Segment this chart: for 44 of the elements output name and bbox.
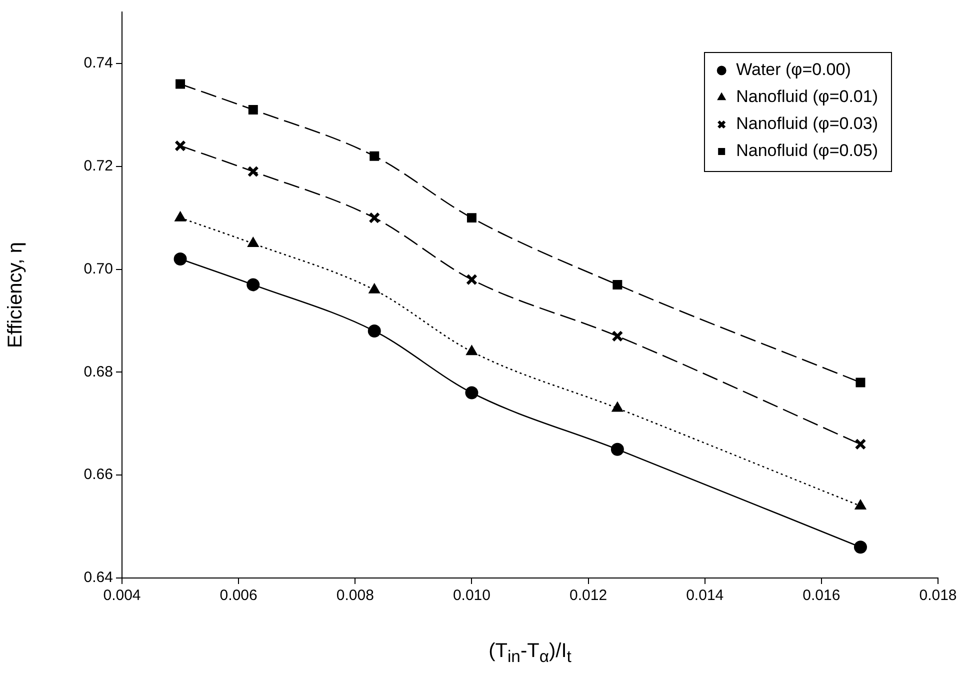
point: [854, 540, 867, 554]
legend-label: Nanofluid (φ=0.03): [736, 114, 878, 134]
legend-label: Nanofluid (φ=0.01): [736, 87, 878, 106]
x-tick-label: 0.004: [103, 587, 141, 604]
point: [466, 213, 476, 223]
point: [612, 330, 624, 342]
point: [174, 252, 187, 266]
point: [370, 151, 380, 161]
point: [368, 283, 380, 294]
point: [466, 274, 478, 286]
point: [854, 499, 866, 510]
x-axis-title: (T$_{in}$-T$_{α}$)/I$_{t}$: [488, 640, 572, 667]
x-tick-label: 0.012: [570, 587, 608, 604]
legend-label: Water (φ=0.00): [736, 60, 851, 80]
point: [466, 345, 478, 356]
point: [465, 386, 478, 400]
x-tick-label: 0.018: [919, 587, 957, 604]
y-axis-title: Efficiency, η: [4, 242, 27, 348]
legend-label: Nanofluid (φ=0.05): [736, 141, 878, 160]
y-tick-label: 0.66: [84, 466, 113, 484]
point: [247, 237, 259, 248]
point: [612, 280, 622, 290]
point: [174, 140, 186, 152]
point: [368, 212, 380, 224]
y-tick-label: 0.74: [84, 54, 113, 72]
x-tick-label: 0.006: [220, 587, 258, 604]
x-tick-label: 0.010: [452, 587, 490, 604]
x-tick-label: 0.008: [336, 587, 374, 604]
x-tick-label: 0.014: [686, 587, 724, 604]
point: [248, 105, 258, 115]
point: [610, 442, 624, 456]
point: [246, 278, 260, 292]
y-tick-label: 0.72: [84, 158, 113, 175]
y-tick-label: 0.70: [84, 260, 113, 278]
point: [856, 378, 866, 388]
point: [612, 402, 624, 412]
y-tick-label: 0.64: [84, 569, 113, 586]
y-tick-label: 0.68: [84, 363, 113, 380]
x-tick-label: 0.016: [802, 587, 840, 604]
point: [368, 324, 381, 338]
point: [247, 166, 259, 178]
point: [854, 438, 866, 450]
point: [174, 211, 186, 222]
point: [176, 79, 186, 89]
